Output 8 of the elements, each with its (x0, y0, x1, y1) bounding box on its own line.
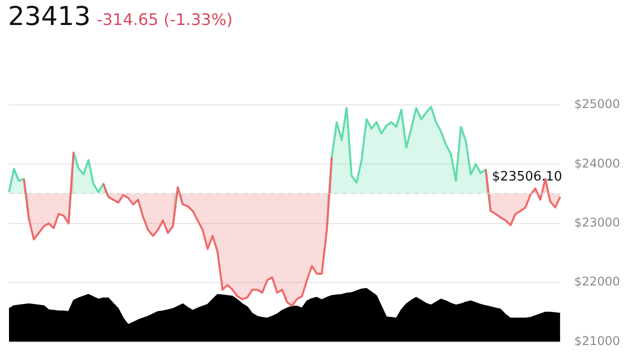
y-tick-label: $22000 (574, 274, 620, 289)
y-tick-label: $25000 (574, 97, 620, 112)
y-tick-label: $24000 (574, 156, 620, 170)
chart-subtitle: -314.65 (-1.33%) (96, 10, 233, 29)
y-tick-label: $21000 (574, 334, 620, 348)
ref-line-label: $23506.10 (492, 169, 562, 184)
chart-title: 23413 (8, 2, 91, 32)
y-tick-label: $23000 (574, 216, 620, 230)
